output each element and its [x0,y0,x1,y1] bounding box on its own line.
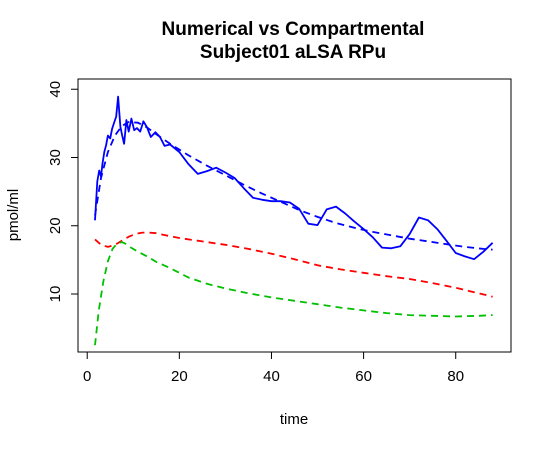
x-axis-label: time [280,411,308,428]
x-axis: 0 20 40 60 80 [83,352,464,385]
y-axis: 10 20 30 40 [47,81,78,302]
series-line-4 [95,242,493,345]
x-tick-label: 60 [355,368,372,385]
y-tick-label: 10 [47,286,64,303]
x-tick-label: 0 [83,368,91,385]
series-line-2 [95,122,493,250]
x-tick-label: 20 [171,368,188,385]
y-axis-label: pmol/ml [5,189,22,242]
series-line-1 [95,97,493,260]
x-tick-label: 80 [447,368,464,385]
x-tick-label: 40 [263,368,280,385]
plot-area [95,97,493,346]
chart-subtitle: Subject01 aLSA RPu [200,42,386,63]
y-tick-label: 40 [47,81,64,98]
plot-frame [78,79,511,352]
y-tick-label: 30 [47,149,64,166]
y-tick-label: 20 [47,217,64,234]
chart-title: Numerical vs Compartmental [162,19,425,40]
